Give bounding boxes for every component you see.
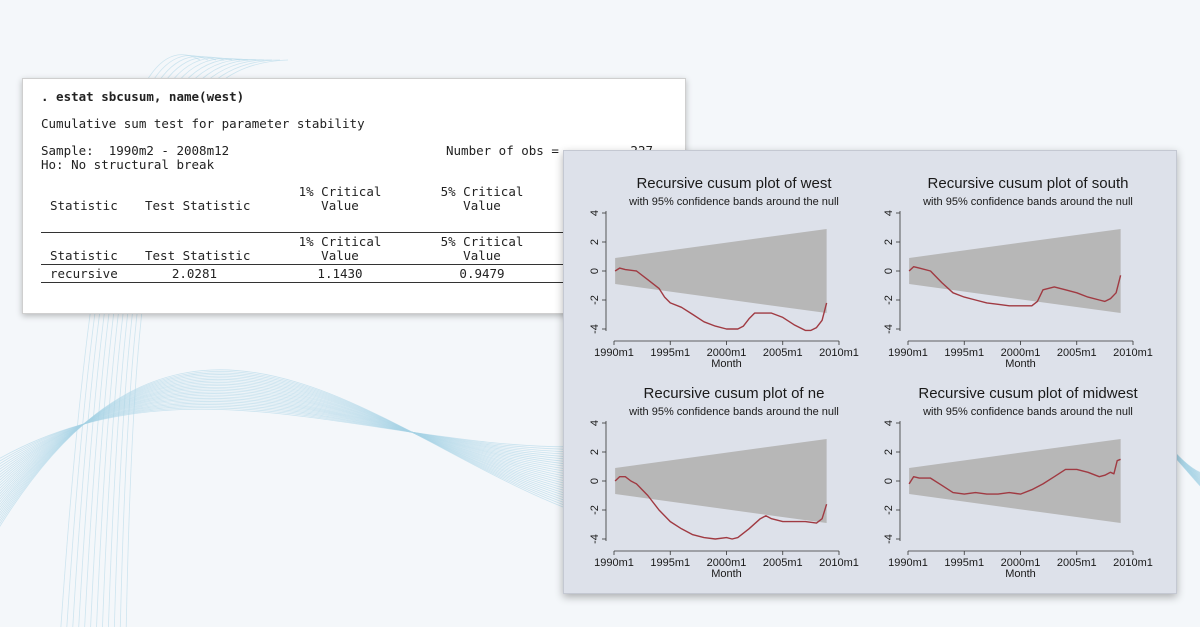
plot-title: Recursive cusum plot of midwest	[918, 385, 1138, 402]
confidence-band	[909, 438, 1121, 524]
x-tick-label: 1990m1	[594, 347, 634, 359]
plot-title: Recursive cusum plot of south	[928, 175, 1129, 192]
x-tick-label: 2000m1	[1001, 557, 1041, 569]
col-test-statistic: Test Statistic	[145, 248, 251, 263]
row-crit1: 1.1430	[317, 266, 363, 281]
confidence-band	[615, 228, 827, 314]
col-crit5-line1: 5% Critical	[440, 234, 524, 249]
plot-title: Recursive cusum plot of west	[636, 175, 832, 192]
y-tick-label: -4	[589, 534, 601, 544]
cusum-line	[614, 267, 828, 332]
cusum-plots-svg: Recursive cusum plot of west with 95% con…	[589, 175, 1153, 580]
col-crit1-line2: Value	[321, 248, 359, 263]
x-tick-label: 2000m1	[1001, 347, 1041, 359]
col-test-statistic: Test Statistic	[145, 198, 251, 213]
plot-title: Recursive cusum plot of ne	[644, 385, 825, 402]
col-crit5-line2: Value	[463, 198, 501, 213]
y-tick-label: -4	[883, 324, 895, 334]
x-tick-label: 2010m1	[819, 347, 859, 359]
x-axis-label: Month	[1005, 358, 1036, 370]
x-tick-label: 2010m1	[819, 557, 859, 569]
x-tick-label: 1995m1	[944, 557, 984, 569]
y-tick-label: 0	[883, 268, 895, 274]
x-tick-label: 1990m1	[594, 557, 634, 569]
cusum-panel: Recursive cusum plot of south with 95% co…	[883, 175, 1153, 370]
x-tick-label: 1995m1	[944, 347, 984, 359]
table-header-rule	[41, 264, 681, 265]
cusum-line	[908, 458, 1121, 495]
obs-label: Number of obs =	[446, 143, 559, 158]
col-statistic: Statistic	[50, 198, 118, 213]
y-tick-label: 2	[883, 239, 895, 245]
x-tick-label: 2000m1	[707, 557, 747, 569]
x-tick-label: 1995m1	[650, 557, 690, 569]
cusum-panel: Recursive cusum plot of west with 95% con…	[589, 175, 859, 370]
plot-subtitle: with 95% confidence bands around the nul…	[628, 406, 839, 418]
y-tick-label: 2	[589, 239, 601, 245]
x-tick-label: 2000m1	[707, 347, 747, 359]
table-bottom-rule	[41, 282, 681, 283]
y-tick-label: -4	[883, 534, 895, 544]
y-tick-label: 2	[883, 449, 895, 455]
hypothesis-line: Ho: No structural break	[41, 157, 215, 172]
y-tick-label: 0	[589, 268, 601, 274]
x-tick-label: 2005m1	[1057, 557, 1097, 569]
confidence-band	[615, 438, 827, 524]
cusum-panel: Recursive cusum plot of midwest with 95% …	[883, 385, 1153, 580]
x-tick-label: 1995m1	[650, 347, 690, 359]
col-crit1-line1: 1% Critical	[298, 234, 382, 249]
col-crit1-line1: 1% Critical	[298, 184, 382, 199]
y-tick-label: 0	[883, 478, 895, 484]
plot-subtitle: with 95% confidence bands around the nul…	[922, 196, 1133, 208]
x-tick-label: 2005m1	[763, 347, 803, 359]
command-line: . estat sbcusum, name(west)	[41, 89, 245, 104]
y-tick-label: 4	[589, 210, 601, 216]
y-tick-label: -2	[883, 505, 895, 515]
col-crit5-line1: 5% Critical	[440, 184, 524, 199]
row-test-statistic: 2.0281	[171, 266, 217, 281]
y-tick-label: -2	[589, 295, 601, 305]
y-tick-label: -2	[589, 505, 601, 515]
y-tick-label: 4	[589, 420, 601, 426]
y-tick-label: 4	[883, 210, 895, 216]
col-statistic: Statistic	[50, 248, 118, 263]
row-crit5: 0.9479	[459, 266, 505, 281]
cusum-line	[614, 475, 828, 540]
cusum-line	[908, 265, 1122, 307]
x-tick-label: 2010m1	[1113, 347, 1153, 359]
x-axis-label: Month	[1005, 568, 1036, 580]
sample-line: Sample: 1990m2 - 2008m12	[41, 143, 230, 158]
x-tick-label: 1990m1	[888, 347, 928, 359]
cusum-panel: Recursive cusum plot of ne with 95% confi…	[589, 385, 859, 580]
x-tick-label: 1990m1	[888, 557, 928, 569]
col-crit1-line2: Value	[321, 198, 359, 213]
table-top-rule	[41, 232, 681, 233]
plot-subtitle: with 95% confidence bands around the nul…	[922, 406, 1133, 418]
y-tick-label: -2	[883, 295, 895, 305]
col-crit5-line2: Value	[463, 248, 501, 263]
y-tick-label: 0	[589, 478, 601, 484]
x-axis-label: Month	[711, 568, 742, 580]
y-tick-label: 4	[883, 420, 895, 426]
x-tick-label: 2010m1	[1113, 557, 1153, 569]
x-tick-label: 2005m1	[763, 557, 803, 569]
cusum-graph-window: Recursive cusum plot of west with 95% con…	[563, 150, 1177, 594]
y-tick-label: 2	[589, 449, 601, 455]
y-tick-label: -4	[589, 324, 601, 334]
confidence-band	[909, 228, 1121, 314]
row-statistic: recursive	[50, 266, 118, 281]
x-axis-label: Month	[711, 358, 742, 370]
plot-subtitle: with 95% confidence bands around the nul…	[628, 196, 839, 208]
x-tick-label: 2005m1	[1057, 347, 1097, 359]
test-heading: Cumulative sum test for parameter stabil…	[41, 116, 365, 131]
